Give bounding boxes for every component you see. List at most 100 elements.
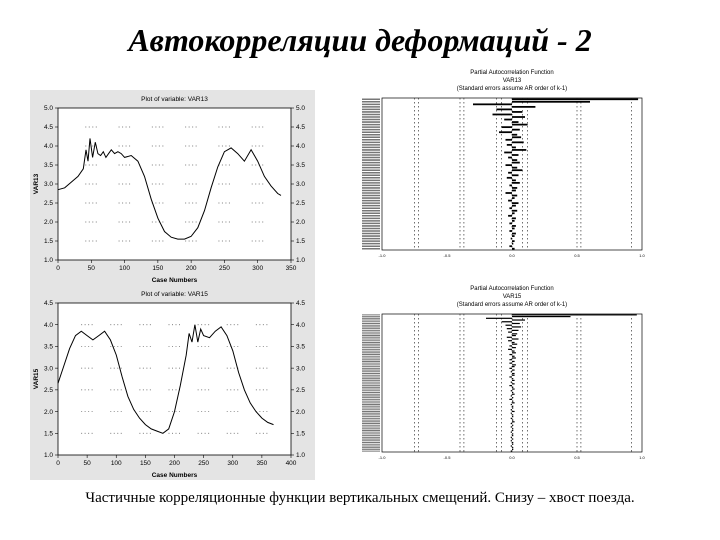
pacf-bar xyxy=(512,397,514,399)
pacf-bar xyxy=(512,421,515,423)
y-tick-label-left: 2.0 xyxy=(44,219,53,226)
pacf-bar xyxy=(509,222,512,225)
pacf-bar xyxy=(512,232,516,235)
pacf-bar xyxy=(508,214,512,217)
y-tick-label-right: 1.0 xyxy=(296,452,305,459)
pacf-bar xyxy=(508,331,512,333)
pacf-bar xyxy=(509,367,512,369)
pacf-bar xyxy=(512,128,520,131)
y-tick-label-left: 3.0 xyxy=(44,365,53,372)
y-tick-label-right: 2.5 xyxy=(296,387,305,394)
pacf-bar xyxy=(512,378,514,380)
x-tick-label: 300 xyxy=(252,265,263,272)
pacf-bar xyxy=(510,445,512,447)
y-tick-label-right: 4.0 xyxy=(296,322,305,329)
pacf-bar xyxy=(512,419,514,421)
pacf-bar xyxy=(512,225,516,227)
pacf-bar xyxy=(512,402,515,404)
pacf-bar xyxy=(512,209,518,212)
pacf-bar xyxy=(512,407,514,409)
y-tick-label-left: 3.0 xyxy=(44,181,53,188)
pacf-bar xyxy=(512,166,518,169)
pacf-bar xyxy=(512,227,515,230)
pacf-bar xyxy=(509,353,512,356)
pacf-bar xyxy=(512,364,516,366)
pacf-bar xyxy=(509,398,512,400)
pacf-bar xyxy=(512,197,515,199)
y-tick-label-left: 2.0 xyxy=(44,409,53,416)
x-tick-label: 50 xyxy=(84,460,92,467)
pacf-bar xyxy=(512,326,522,328)
x-tick-label: 250 xyxy=(198,460,209,467)
pacf-bar xyxy=(512,159,518,161)
pacf-bar xyxy=(512,315,571,318)
slide-caption: Частичные корреляционные функции вертика… xyxy=(85,490,635,506)
pacf-bar xyxy=(512,161,520,164)
y-tick-label-left: 1.0 xyxy=(44,452,53,459)
series-line xyxy=(57,324,274,434)
pacf-bar xyxy=(512,136,522,139)
pacf-bar xyxy=(504,151,512,154)
x-tick-label: -1.0 xyxy=(379,253,387,258)
pacf-bar xyxy=(512,322,520,325)
pacf-bar xyxy=(501,321,512,323)
plot-area xyxy=(57,302,292,456)
pacf-bar xyxy=(512,443,514,445)
pacf-bar xyxy=(506,328,512,330)
pacf-bar xyxy=(512,189,516,192)
pacf-bar xyxy=(512,447,514,449)
pacf-bar xyxy=(496,108,512,111)
chart-title: Plot of variable: VAR15 xyxy=(141,291,208,298)
pacf-bar xyxy=(512,319,525,321)
y-tick-label-right: 1.5 xyxy=(296,430,305,437)
pacf-bar xyxy=(512,374,515,376)
y-tick-label-right: 2.0 xyxy=(296,219,305,226)
pacf-bar xyxy=(510,422,512,425)
pacf-bar xyxy=(512,204,516,207)
pacf-bar xyxy=(512,133,518,136)
y-axis-label: VAR15 xyxy=(33,368,40,389)
x-tick-label: 150 xyxy=(140,460,151,467)
y-tick-label-right: 5.0 xyxy=(296,105,305,112)
x-tick-label: 0.0 xyxy=(509,455,515,460)
y-tick-label-left: 2.5 xyxy=(44,200,53,207)
chart-title: Partial Autocorrelation Function xyxy=(470,286,553,292)
pacf-bar xyxy=(510,395,512,397)
x-tick-label: 0.0 xyxy=(509,253,515,258)
pacf-bar xyxy=(512,347,516,349)
pacf-bar xyxy=(510,412,512,414)
pacf-bar xyxy=(508,348,512,350)
pacf-bar xyxy=(509,184,512,187)
pacf-bar xyxy=(509,359,512,361)
y-tick-label-right: 2.5 xyxy=(296,200,305,207)
x-tick-label: -0.5 xyxy=(444,455,452,460)
pacf-bar xyxy=(512,334,516,337)
pacf-bar xyxy=(512,105,536,108)
x-tick-label: 350 xyxy=(286,265,297,272)
pacf-bar xyxy=(505,138,512,141)
chart-title: Plot of variable: VAR13 xyxy=(141,96,208,103)
pacf-bar xyxy=(512,438,514,440)
y-tick-label-right: 1.0 xyxy=(296,257,305,264)
x-tick-label: 200 xyxy=(169,460,180,467)
pacf-bar xyxy=(509,384,512,387)
y-tick-label-right: 4.5 xyxy=(296,300,305,307)
pacf-bar xyxy=(512,366,515,368)
pacf-bar xyxy=(486,317,512,319)
pacf-bar xyxy=(510,381,512,383)
line-chart-var13: Plot of variable: VAR13 1.0 1.0 1.5 1.5 2.0 2.… xyxy=(30,90,315,285)
y-tick-label-left: 4.0 xyxy=(44,143,53,150)
x-axis-label: Case Numbers xyxy=(152,472,198,479)
y-tick-label-left: 1.5 xyxy=(44,238,53,245)
line-chart-var15: Plot of variable: VAR15 1.0 1.0 1.5 1.5 2.0 2.… xyxy=(30,285,315,480)
pacf-bar xyxy=(512,181,520,184)
pacf-bar xyxy=(512,329,519,331)
x-tick-label: 150 xyxy=(152,265,163,272)
pacf-bar xyxy=(512,154,519,156)
pacf-bar xyxy=(512,343,518,345)
y-tick-label-left: 4.5 xyxy=(44,124,53,131)
chart-subtitle: VAR15 xyxy=(503,294,522,300)
pacf-bar xyxy=(510,390,512,392)
pacf-bar xyxy=(512,141,524,144)
pacf-bar xyxy=(512,428,514,430)
